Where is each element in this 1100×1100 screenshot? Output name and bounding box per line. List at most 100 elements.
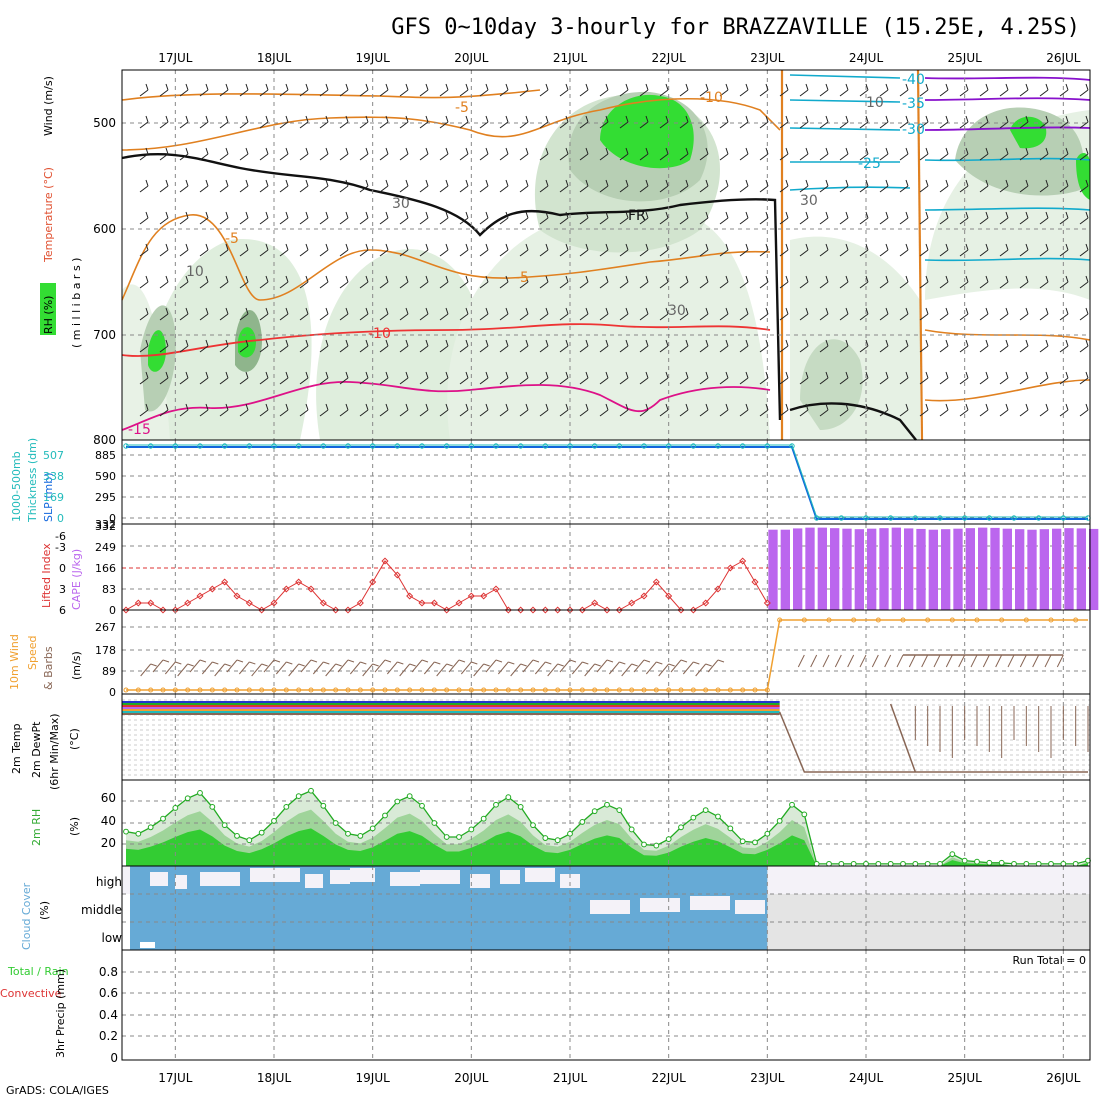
thickness-tick: 507 [43,449,64,462]
temp-after-line [778,711,1088,773]
date-label-top: 19JUL [356,51,391,65]
wind-barb [839,211,849,225]
wind-speed-marker [851,617,857,623]
wind-barb [959,179,969,193]
wind-barb [659,83,669,97]
wind-barb [159,147,169,161]
wind-barb [379,307,389,321]
wind-barb [879,83,889,97]
wind-barb [959,339,969,353]
wind-barb [159,371,169,385]
surface-wind-barb [337,659,355,673]
thickness-tick: 0 [57,512,64,525]
wind-barb [779,275,789,289]
wind-barb [179,179,189,193]
wind-barb [699,275,709,289]
wind-barb [339,275,349,289]
rh-marker [172,805,179,811]
minmax-label: (6hr Min/Max) [48,713,61,790]
wind-barb [639,339,649,353]
wind-speed-tick: 0 [109,686,116,699]
thickness-marker [443,443,450,449]
wind-barb [699,83,709,97]
wind-barb [779,179,789,193]
contour-label: 30 [800,193,818,209]
wind-barb [139,371,149,385]
wind-barb [299,147,309,161]
wind-barb [1019,243,1029,257]
wind-speed-marker [505,687,511,693]
wind-barb [979,307,989,321]
wind-barb [319,275,329,289]
wind-barb [719,147,729,161]
wind-barb [439,275,449,289]
wind-barb [599,275,609,289]
chart-title: GFS 0~10day 3-hourly for BRAZZAVILLE (15… [391,15,1080,40]
wind-barb [199,211,209,225]
wind-barb [819,371,829,385]
isotherm-minus-10 [121,89,541,101]
wind-barb [479,115,489,129]
wind-barb [579,275,589,289]
lifted-index-marker [640,592,648,600]
wind-barb [339,403,349,417]
rh-marker [974,858,980,865]
thickness-marker [641,443,647,449]
wind-barb [639,307,649,321]
wind-barb [819,307,829,321]
wind-barb [499,147,509,161]
wind-barb [399,371,409,385]
wind-barb [1019,83,1029,97]
wind-barb [919,275,929,289]
wind-barb [1039,83,1049,97]
wind-barb [639,179,649,193]
wind-barb [539,83,549,97]
lifted-index-tick: 0 [59,562,66,575]
wind-barb [439,243,449,257]
wind-barb [939,403,949,417]
wind-barb [339,339,349,353]
cloud-gap [350,868,375,882]
wind-speed-marker [246,687,252,693]
wind-barb [979,115,989,129]
wind-barb [519,179,529,193]
wind-barb [699,211,709,225]
wind-barb [539,115,549,129]
cloud-gap [330,870,350,884]
wind-speed-marker [382,687,388,693]
wind-barb [1019,179,1029,193]
wind-barb [199,147,209,161]
wind-barb [719,275,729,289]
wind-barb [439,211,449,225]
cape-bar [1064,528,1074,610]
wind-barb [559,211,569,225]
wind-barb [1039,211,1049,225]
wind-barb [659,211,669,225]
wind-barb [179,147,189,161]
wind-barb [359,275,369,289]
wind-barb [319,243,329,257]
wind-barb [359,371,369,385]
lifted-index-marker [369,578,377,586]
wind-barb [199,339,209,353]
wind-speed-marker [542,687,548,693]
isotherm-minus-20 [789,186,911,191]
wind-barb [439,115,449,129]
lifted-index-marker [270,599,278,607]
wind-barb [399,147,409,161]
wind-barb [799,83,809,97]
cape-label: CAPE (J/kg) [70,549,83,610]
wind-barb [499,179,509,193]
wind-speed-marker [135,687,141,693]
wind-barb [199,179,209,193]
wind-barb [739,371,749,385]
wind-barb [599,339,609,353]
surface-wind-barb [473,663,490,677]
thickness-marker [320,443,327,449]
wind-barb [519,339,529,353]
contour-label: FR [628,208,646,224]
wind-barb [739,115,749,129]
precip-convective-label: Convective [0,987,62,1000]
wind-barb [219,243,229,257]
wind-barb [919,307,929,321]
